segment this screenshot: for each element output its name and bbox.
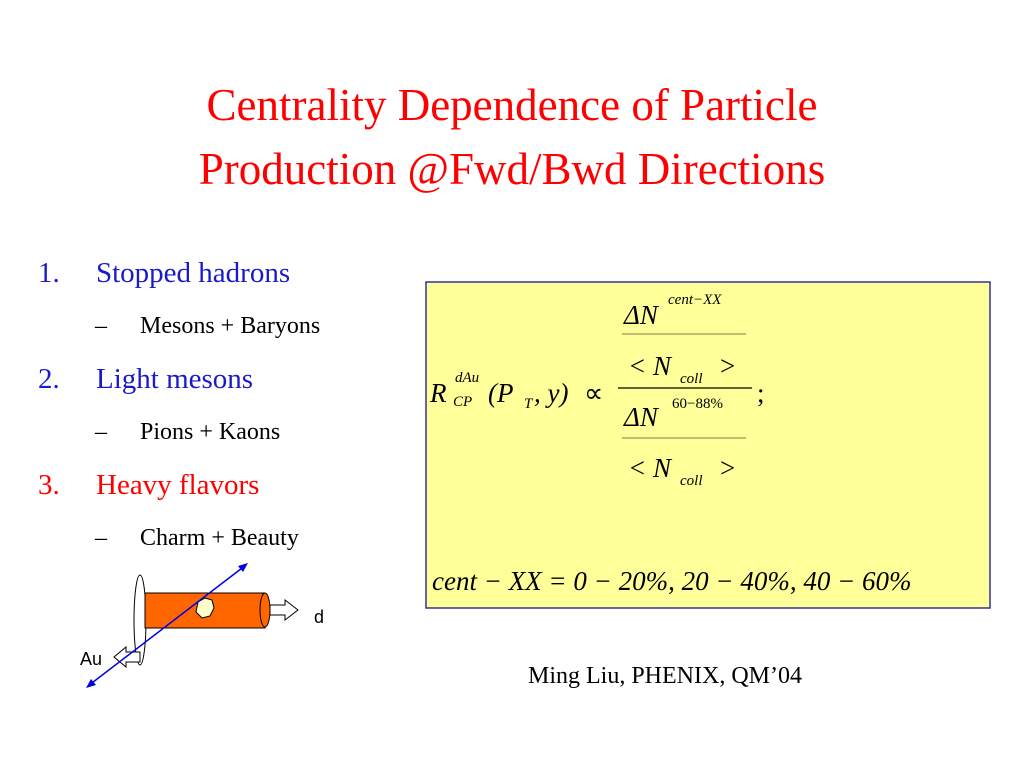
math: < N (628, 351, 673, 381)
math: > (720, 453, 735, 483)
item-number: 3. (38, 469, 60, 501)
collision-diagram: d Au (80, 563, 324, 688)
arrow-head (238, 563, 248, 572)
formula: R dAu CP (P T , y) ∝ ΔN cent−XX < N coll… (429, 292, 912, 596)
footer: Ming Liu, PHENIX, QM’04 (528, 663, 802, 689)
sub-text: Pions + Kaons (140, 419, 280, 445)
math: ∝ (584, 378, 603, 408)
math: , y) (534, 378, 568, 408)
math: cent−XX (668, 292, 722, 308)
beam-label: Au (80, 649, 102, 669)
sub-marker: – (94, 419, 108, 445)
sub-text: Charm + Beauty (140, 525, 299, 551)
beam-label: d (314, 607, 324, 627)
title-line: Production @Fwd/Bwd Directions (199, 144, 825, 194)
title-line: Centrality Dependence of Particle (207, 80, 818, 130)
arrow-right (269, 598, 299, 622)
cylinder-end (259, 592, 271, 628)
math: T (524, 396, 534, 412)
arrow-head (86, 679, 96, 688)
sub-marker: – (94, 313, 108, 339)
math-range: cent − XX = 0 − 20%, 20 − 40%, 40 − 60% (432, 566, 912, 596)
math: R (429, 378, 447, 408)
item-text: Light mesons (96, 363, 253, 395)
collision-burst (195, 597, 215, 619)
formula-box (425, 281, 991, 609)
item-text: Heavy flavors (96, 469, 259, 501)
math: ΔN (623, 402, 660, 432)
item-number: 1. (38, 257, 60, 289)
item-number: 2. (38, 363, 60, 395)
list: 1. Stopped hadrons – Mesons + Baryons 2.… (38, 257, 320, 551)
math: 60−88% (672, 396, 723, 412)
math: ΔN (623, 300, 660, 330)
sub-text: Mesons + Baryons (140, 313, 320, 339)
math: dAu (455, 370, 479, 386)
item-text: Stopped hadrons (96, 257, 290, 289)
track-line (87, 564, 247, 687)
math: < N (628, 453, 673, 483)
math: CP (453, 394, 472, 410)
math: coll (680, 371, 703, 387)
math: coll (680, 473, 703, 489)
math: (P (488, 378, 513, 408)
math: ; (757, 378, 765, 408)
math: > (720, 351, 735, 381)
sub-marker: – (94, 525, 108, 551)
